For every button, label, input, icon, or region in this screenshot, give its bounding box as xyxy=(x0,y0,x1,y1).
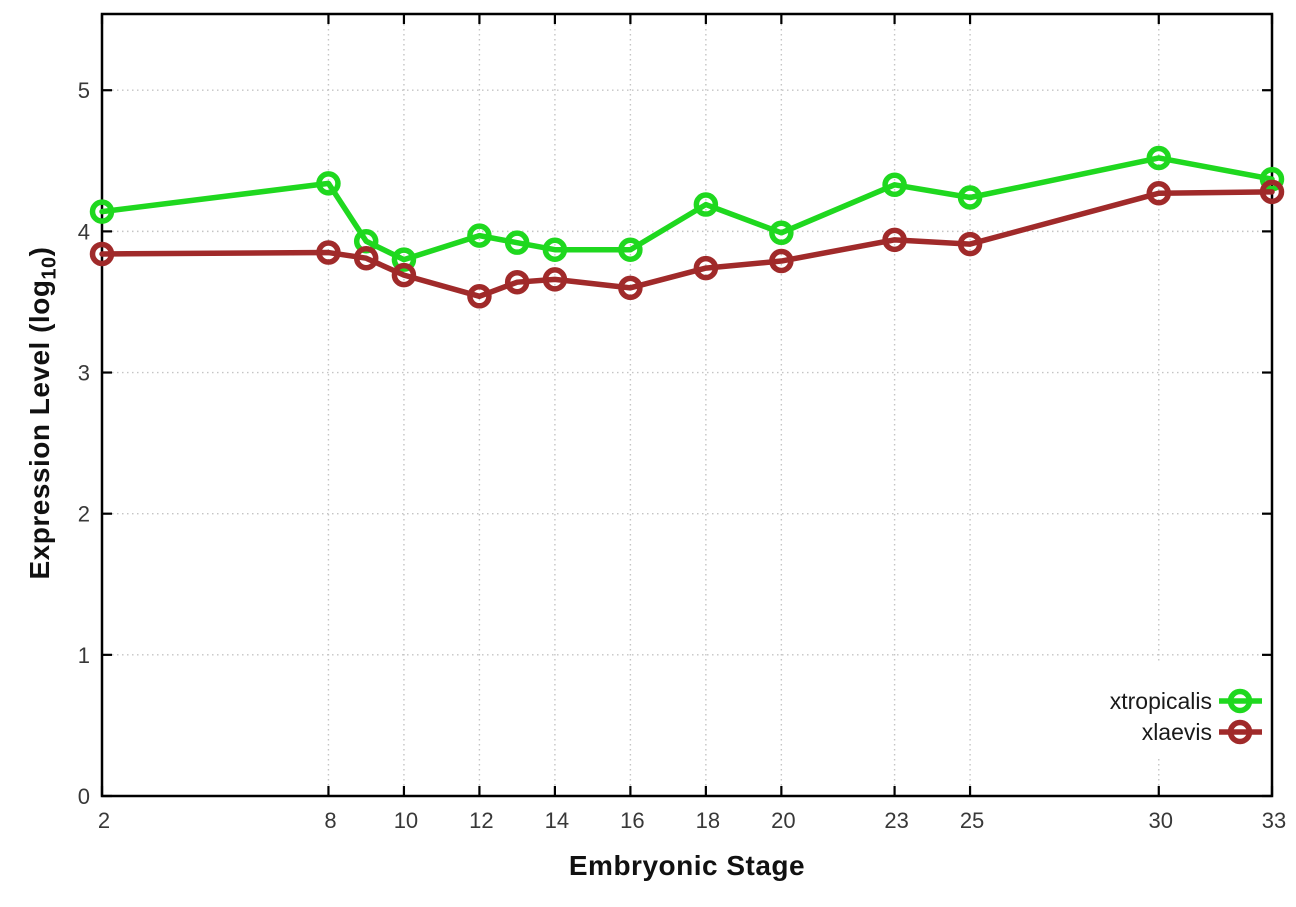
data-point-xtropicalis-stage-10 xyxy=(391,247,417,272)
x-tick-label: 23 xyxy=(884,808,908,833)
x-tick-label: 2 xyxy=(98,808,110,833)
data-point-xtropicalis-stage-8 xyxy=(316,171,341,196)
x-tick-label: 8 xyxy=(324,808,336,833)
data-point-xtropicalis-stage-13 xyxy=(504,230,530,255)
data-point-xlaevis-stage-8 xyxy=(316,240,341,265)
data-point-xlaevis-stage-23 xyxy=(882,227,907,253)
x-tick-label: 14 xyxy=(545,808,569,833)
x-tick-label: 20 xyxy=(771,808,795,833)
x-tick-label: 18 xyxy=(696,808,720,833)
data-point-xlaevis-stage-2 xyxy=(89,241,115,267)
data-point-xlaevis-stage-16 xyxy=(618,275,643,301)
data-point-xtropicalis-stage-25 xyxy=(957,185,983,210)
data-point-xlaevis-stage-33 xyxy=(1259,179,1285,205)
data-point-xtropicalis-stage-20 xyxy=(769,220,794,246)
data-point-xtropicalis-stage-12 xyxy=(467,223,492,248)
y-tick-label: 0 xyxy=(78,784,90,809)
data-point-xlaevis-stage-20 xyxy=(769,248,794,274)
data-point-xtropicalis-stage-33 xyxy=(1259,166,1285,192)
y-axis-title: Expression Level (log10) xyxy=(20,193,61,633)
x-axis-title: Embryonic Stage xyxy=(568,850,806,881)
legend-label-xlaevis: xlaevis xyxy=(1142,719,1212,745)
y-axis-title-text: Expression Level (log xyxy=(24,279,55,580)
data-point-xtropicalis-stage-16 xyxy=(618,237,643,262)
y-tick-label: 4 xyxy=(78,219,90,244)
data-point-xlaevis-stage-30 xyxy=(1146,181,1172,206)
y-axis-title-subscript: 10 xyxy=(38,256,61,280)
data-point-xtropicalis-stage-14 xyxy=(542,237,568,262)
x-tick-label: 12 xyxy=(469,808,493,833)
x-tick-label: 30 xyxy=(1149,808,1173,833)
data-point-xlaevis-stage-10 xyxy=(391,262,417,288)
data-point-xtropicalis-stage-23 xyxy=(882,172,907,198)
data-point-xtropicalis-stage-18 xyxy=(693,192,719,217)
data-point-xlaevis-stage-18 xyxy=(693,255,719,281)
x-tick-label: 25 xyxy=(960,808,984,833)
y-tick-label: 3 xyxy=(78,361,90,386)
data-point-xlaevis-stage-25 xyxy=(957,231,983,257)
data-point-xlaevis-stage-14 xyxy=(542,267,568,292)
data-point-xlaevis-stage-13 xyxy=(504,269,530,295)
y-axis-title-close: ) xyxy=(24,246,55,257)
data-point-xtropicalis-stage-2 xyxy=(89,199,115,224)
data-point-xtropicalis-stage-30 xyxy=(1146,145,1172,171)
plot-border xyxy=(100,12,1274,798)
y-tick-label: 5 xyxy=(78,78,90,103)
x-tick-label: 33 xyxy=(1262,808,1286,833)
x-tick-label: 16 xyxy=(620,808,644,833)
legend-label-xtropicalis: xtropicalis xyxy=(1110,688,1212,714)
y-tick-label: 2 xyxy=(78,502,90,527)
data-point-xlaevis-stage-12 xyxy=(467,284,492,309)
data-point-xlaevis-stage-9 xyxy=(353,245,379,271)
x-tick-label: 10 xyxy=(394,808,418,833)
y-tick-label: 1 xyxy=(78,643,90,668)
legend-marker-xlaevis-icon xyxy=(1227,719,1253,745)
legend-marker-xtropicalis-icon xyxy=(1227,688,1253,714)
